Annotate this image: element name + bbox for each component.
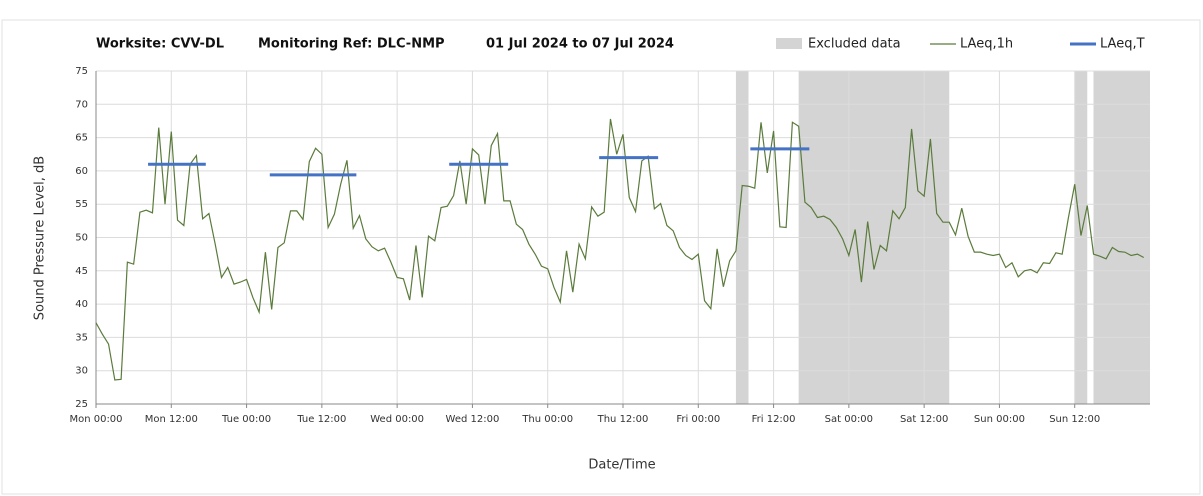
legend-swatch bbox=[776, 38, 802, 49]
header-dates: 01 Jul 2024 to 07 Jul 2024 bbox=[486, 37, 674, 52]
x-tick-label: Fri 00:00 bbox=[676, 414, 720, 425]
x-axis-label: Date/Time bbox=[588, 458, 655, 473]
header-ref: Monitoring Ref: DLC-NMP bbox=[258, 37, 445, 52]
x-tick-label: Tue 00:00 bbox=[221, 414, 271, 425]
y-tick-label: 75 bbox=[75, 66, 88, 77]
x-tick-label: Sat 12:00 bbox=[900, 414, 948, 425]
x-tick-label: Wed 12:00 bbox=[446, 414, 500, 425]
y-tick-label: 55 bbox=[75, 199, 88, 210]
y-tick-label: 45 bbox=[75, 266, 88, 277]
x-tick-label: Sat 00:00 bbox=[825, 414, 873, 425]
y-tick-label: 70 bbox=[75, 99, 88, 110]
x-tick-label: Mon 12:00 bbox=[145, 414, 198, 425]
x-tick-label: Mon 00:00 bbox=[69, 414, 122, 425]
line-series bbox=[95, 118, 1145, 381]
legend-label: Excluded data bbox=[808, 37, 901, 52]
legend-label: LAeq,1h bbox=[960, 37, 1013, 52]
x-tick-label: Sun 00:00 bbox=[974, 414, 1025, 425]
y-tick-label: 30 bbox=[75, 366, 88, 377]
y-tick-label: 65 bbox=[75, 133, 88, 144]
x-tick-label: Sun 12:00 bbox=[1049, 414, 1100, 425]
y-tick-label: 35 bbox=[75, 332, 88, 343]
x-tick-label: Wed 00:00 bbox=[370, 414, 424, 425]
y-tick-label: 25 bbox=[75, 399, 88, 410]
y-tick-label: 40 bbox=[75, 299, 88, 310]
x-tick-label: Thu 12:00 bbox=[597, 414, 649, 425]
legend-label: LAeq,T bbox=[1100, 37, 1145, 52]
y-tick-label: 50 bbox=[75, 233, 88, 244]
header-worksite: Worksite: CVV-DL bbox=[96, 37, 224, 52]
x-tick-label: Thu 00:00 bbox=[521, 414, 573, 425]
x-tick-label: Fri 12:00 bbox=[752, 414, 796, 425]
y-tick-label: 60 bbox=[75, 166, 88, 177]
y-axis-label: Sound Pressure Level, dB bbox=[33, 156, 48, 320]
x-tick-label: Tue 12:00 bbox=[296, 414, 346, 425]
